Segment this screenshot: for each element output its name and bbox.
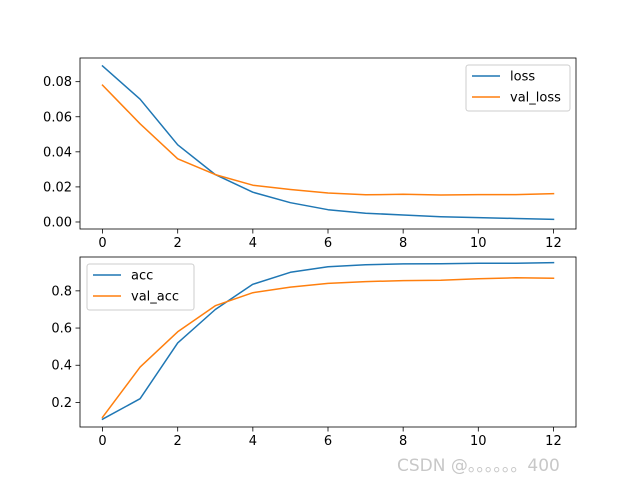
x-tick-label: 2 bbox=[174, 236, 182, 251]
y-tick-label: 0.6 bbox=[51, 322, 72, 337]
legend: acc val_acc bbox=[86, 263, 195, 311]
y-tick-label: 0.4 bbox=[51, 359, 72, 374]
y-tick-label: 0.2 bbox=[51, 396, 72, 411]
y-tick-label: 0.04 bbox=[43, 145, 72, 160]
x-tick-label: 4 bbox=[249, 434, 257, 449]
accuracy-plot: 0 2 4 6 8 10 12 0.2 0.4 0.6 0.8 acc val_acc bbox=[51, 256, 577, 449]
legend-label-val-acc: val_acc bbox=[131, 290, 179, 305]
series-line-val-loss bbox=[101, 84, 555, 196]
y-tick-label: 0.00 bbox=[43, 215, 72, 230]
x-tick-label: 6 bbox=[324, 434, 332, 449]
legend-label-loss: loss bbox=[510, 70, 535, 85]
x-tick-label: 10 bbox=[470, 236, 487, 251]
x-tick-label: 6 bbox=[324, 236, 332, 251]
y-tick-label: 0.8 bbox=[51, 284, 72, 299]
series-line-acc bbox=[101, 261, 555, 421]
y-tick-label: 0.08 bbox=[43, 75, 72, 90]
x-tick-label: 12 bbox=[545, 236, 562, 251]
x-tick-label: 10 bbox=[470, 434, 487, 449]
series-line-loss bbox=[101, 64, 555, 221]
x-tick-label: 0 bbox=[98, 434, 106, 449]
x-tick-label: 8 bbox=[399, 236, 407, 251]
watermark: CSDN @。。。。。。400 bbox=[397, 456, 560, 476]
y-tick-label: 0.02 bbox=[43, 180, 72, 195]
y-tick-label: 0.06 bbox=[43, 110, 72, 125]
x-tick-label: 0 bbox=[98, 236, 106, 251]
legend: loss val_loss bbox=[465, 64, 571, 112]
legend-label-val-loss: val_loss bbox=[510, 91, 561, 106]
x-tick-label: 8 bbox=[399, 434, 407, 449]
loss-plot: 0 2 4 6 8 10 12 0.00 0.02 0.04 0.06 0.08 loss val_los… bbox=[43, 57, 577, 251]
series-line-val-acc bbox=[101, 277, 555, 419]
x-tick-label: 4 bbox=[249, 236, 257, 251]
x-tick-label: 12 bbox=[545, 434, 562, 449]
x-tick-label: 2 bbox=[174, 434, 182, 449]
legend-label-acc: acc bbox=[131, 269, 153, 284]
